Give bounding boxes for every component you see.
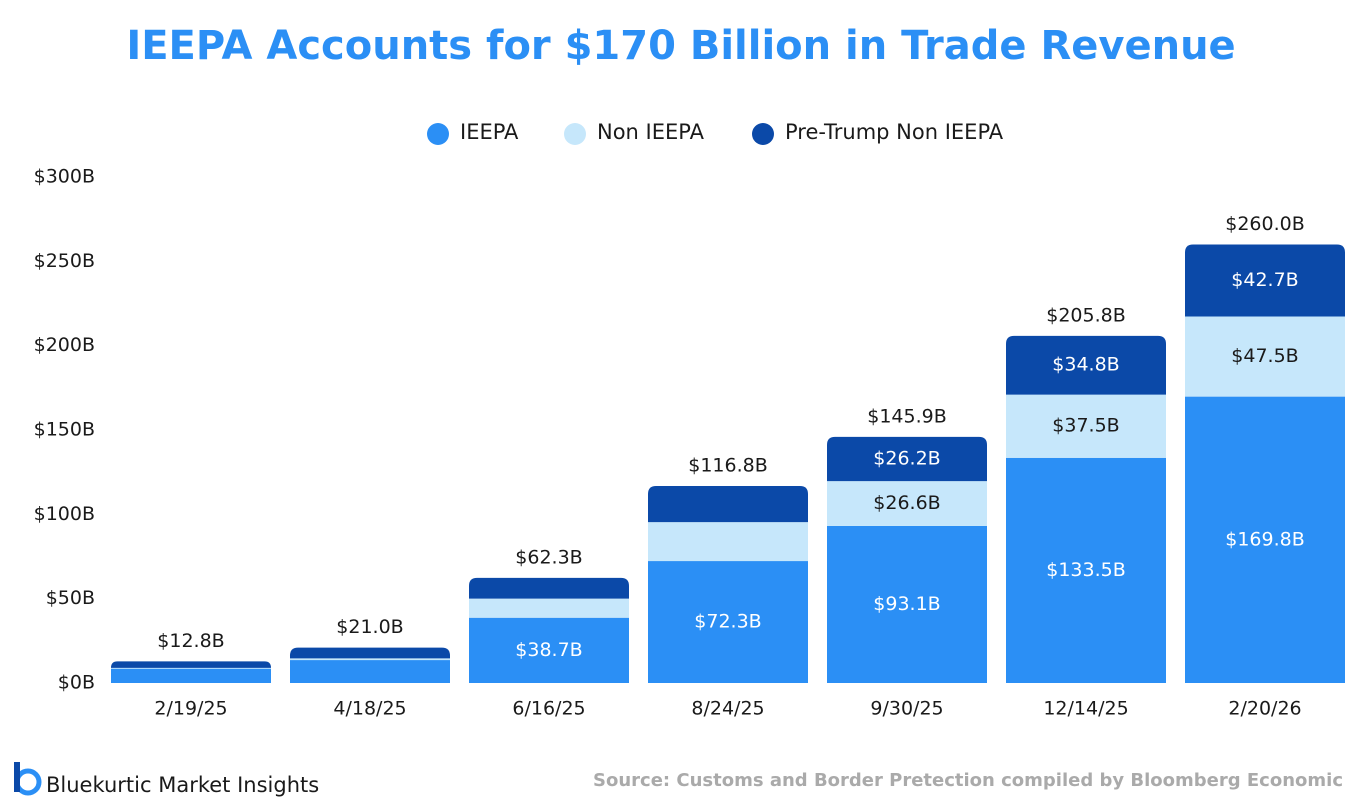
bar-segment [1185,316,1345,397]
legend-swatch [752,123,774,145]
legend-label: Pre-Trump Non IEEPA [785,120,1004,144]
x-tick-label: 2/19/25 [154,698,227,720]
segment-label: $47.5B [1231,345,1298,367]
total-label: $260.0B [1225,213,1305,235]
chart-title: IEEPA Accounts for $170 Billion in Trade… [126,23,1235,69]
y-tick-label: $100B [34,503,95,525]
bar-segment [111,667,271,669]
total-label: $21.0B [336,616,403,638]
bar-segment [290,647,450,659]
total-label: $12.8B [157,630,224,652]
legend-label: Non IEEPA [597,120,705,144]
y-tick-label: $250B [34,250,95,272]
segment-label: $72.3B [694,611,761,633]
segment-label: $133.5B [1046,559,1126,581]
x-tick-label: 9/30/25 [870,698,943,720]
x-tick-label: 12/14/25 [1043,698,1128,720]
source: Source: Customs and Border Pretection co… [593,770,1343,791]
segment-label: $38.7B [515,639,582,661]
x-tick-label: 8/24/25 [691,698,764,720]
legend-label: IEEPA [460,120,519,144]
segment-label: $42.7B [1231,269,1298,291]
segment-label: $34.8B [1052,354,1119,376]
y-tick-label: $0B [58,672,95,694]
bar-segment [111,661,271,668]
y-tick-label: $200B [34,334,95,356]
y-tick-label: $50B [46,587,95,609]
segment-label: $37.5B [1052,415,1119,437]
logo [14,762,42,796]
bar-segment [827,436,987,482]
total-label: $205.8B [1046,304,1126,326]
bar-segment [290,658,450,661]
bar-segment [648,485,808,523]
bar-segment [827,481,987,526]
bar-segment [827,525,987,683]
x-tick-label: 4/18/25 [333,698,406,720]
bar-segment [1185,244,1345,317]
bar-segment [111,668,271,683]
legend-swatch [564,123,586,145]
segment-label: $26.2B [873,448,940,470]
y-tick-label: $150B [34,419,95,441]
y-tick-label: $300B [34,166,95,188]
bar-segment [648,522,808,562]
total-label: $145.9B [867,405,947,427]
bar-segment [469,577,629,599]
bar-segment [1185,396,1345,683]
segment-label: $26.6B [873,492,940,514]
bar-segment [648,561,808,683]
bar-segment [1006,457,1166,683]
segment-label: $169.8B [1225,528,1305,550]
x-tick-label: 2/20/26 [1228,698,1301,720]
legend-swatch [427,123,449,145]
x-tick-label: 6/16/25 [512,698,585,720]
total-label: $62.3B [515,546,582,568]
segment-label: $93.1B [873,593,940,615]
bar-segment [290,660,450,683]
bar-segment [1006,394,1166,458]
brand: Bluekurtic Market Insights [46,773,319,797]
bar-segment [469,617,629,683]
total-label: $116.8B [688,454,768,476]
bar-segment [1006,335,1166,395]
bar-segment [469,598,629,618]
